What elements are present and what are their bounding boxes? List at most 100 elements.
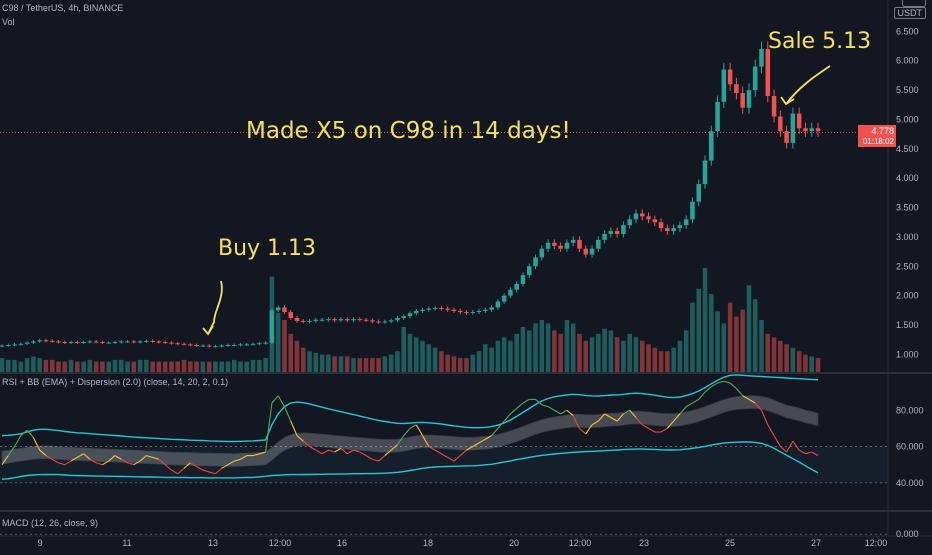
candle-body [784,131,789,143]
rsi-segment [277,395,285,407]
candle-body [501,295,507,302]
candle-body [169,342,174,344]
candle-body [558,245,563,249]
candle-body [445,308,450,310]
volume-bar [68,359,74,372]
buy-arrow [207,280,223,335]
volume-bar [457,358,463,372]
candle-body [614,231,620,234]
rsi-segment [604,413,612,418]
candle-body [533,257,538,267]
candle-body [577,239,582,249]
rsi-tick-label: 40.000 [896,478,924,488]
rsi-segment [585,424,593,435]
rsi-segment [441,453,448,458]
volume-bar [564,319,570,372]
rsi-segment [171,469,179,475]
candle-body [194,344,199,346]
volume-bar [495,340,501,372]
candle-body [451,309,457,311]
candle-body [382,321,388,323]
rsi-segment [635,417,643,426]
volume-bar [125,361,130,372]
volume-bar [771,337,777,372]
volume-bar [24,358,30,372]
volume-bar [520,326,526,372]
candle-body [520,275,526,284]
rsi-segment [403,428,411,437]
volume-bar [746,285,752,372]
rsi-segment [127,462,134,466]
candle-body [144,340,149,342]
macd-title: MACD (12, 26, close, 9) [2,518,99,528]
rsi-tick-label: 80.000 [896,405,924,415]
price-tick-label: 5.000 [896,114,919,124]
rsi-segment [510,408,518,415]
candle-body [206,345,212,347]
volume-bar [759,319,764,372]
annotation-sale: Sale 5.13 [768,29,872,54]
settings-icon[interactable] [902,0,926,7]
candle-body [87,341,93,343]
currency-label[interactable]: USDT [893,7,926,19]
candle-body [420,309,425,311]
candle-body [665,228,670,232]
volume-bar [250,359,256,372]
volume-bar [570,323,576,372]
volume-bar [370,358,375,372]
candle-body [570,239,576,243]
rsi-segment [89,458,97,464]
rsi-segment [396,435,405,446]
volume-bar [414,337,419,372]
rsi-segment [641,424,649,429]
rsi-segment [616,413,624,422]
candle-body [407,313,413,317]
candle-body [752,66,758,91]
candle-body [263,342,268,344]
volume-bar [363,358,369,372]
rsi-tick-label: 60.000 [896,442,924,452]
rsi-segment [711,382,718,388]
volume-bar [476,351,482,372]
rsi-segment [472,442,480,448]
candle-body [476,310,482,313]
volume-bar [169,361,174,372]
rsi-segment [359,451,367,457]
volume-bar [156,361,162,372]
rsi-segment [177,467,185,475]
rsi-segment [560,409,568,415]
candle-body [370,320,375,322]
volume-bar [633,337,639,372]
rsi-segment [346,449,354,455]
candle-body [527,266,532,276]
rsi-segment [58,462,65,466]
price-tick-label: 2.500 [896,261,919,271]
rsi-segment [629,409,637,418]
rsi-segment [208,471,216,475]
candle-body [288,312,293,318]
rsi-segment [32,437,41,451]
volume-bar [545,323,551,372]
rsi-segment [120,458,128,464]
volume-bar [332,356,337,372]
candle-body [219,345,224,347]
rsi-segment [26,429,34,438]
rsi-segment [767,424,775,436]
candle-body [596,239,601,249]
candle-body [633,213,639,220]
rsi-segment [240,455,248,460]
rsi-segment [309,446,317,451]
rsi-segment [673,413,681,422]
candle-body [514,283,519,290]
rsi-dispersion-band [1,395,819,467]
candle-body [332,319,337,321]
volume-bar [93,361,99,372]
candle-body [432,307,438,309]
x-tick-label: 11 [122,538,131,548]
volume-bar [627,333,632,372]
volume-label: Vol [2,17,15,27]
rsi-segment [579,427,587,435]
candle-body [709,131,714,161]
candle-body [564,242,570,249]
